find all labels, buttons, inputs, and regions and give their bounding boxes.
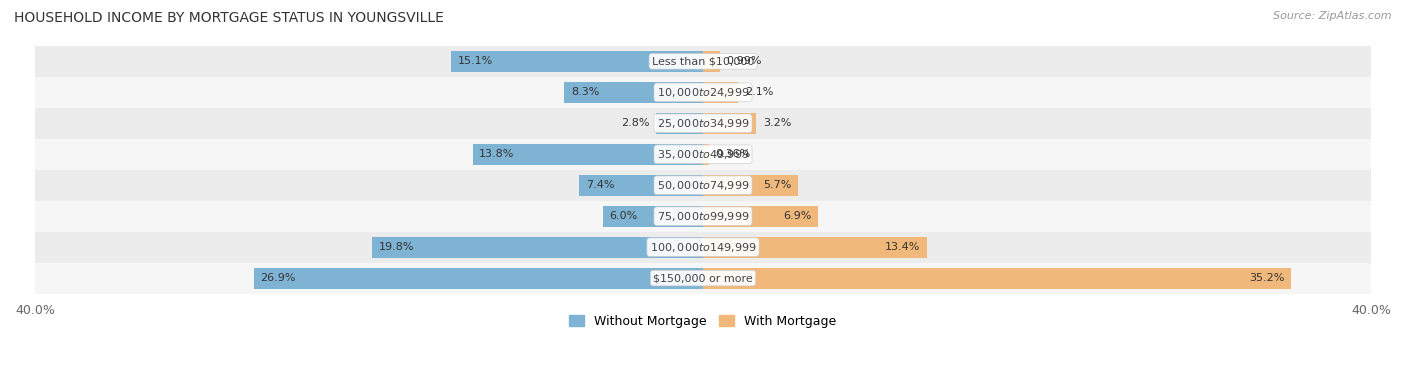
Bar	[579, 175, 703, 196]
Bar	[451, 51, 703, 72]
Bar	[703, 82, 738, 103]
Text: 19.8%: 19.8%	[380, 242, 415, 252]
Text: $100,000 to $149,999: $100,000 to $149,999	[650, 241, 756, 254]
Text: 13.4%: 13.4%	[884, 242, 920, 252]
Text: 0.99%: 0.99%	[727, 56, 762, 67]
Text: $35,000 to $49,999: $35,000 to $49,999	[657, 148, 749, 161]
Text: Source: ZipAtlas.com: Source: ZipAtlas.com	[1274, 11, 1392, 21]
Text: 6.0%: 6.0%	[609, 211, 638, 221]
Text: 13.8%: 13.8%	[479, 149, 515, 159]
Bar	[35, 263, 1371, 294]
Text: 26.9%: 26.9%	[260, 273, 295, 283]
Bar	[703, 268, 1291, 289]
Text: 5.7%: 5.7%	[763, 180, 792, 190]
Text: $50,000 to $74,999: $50,000 to $74,999	[657, 179, 749, 192]
Bar	[472, 144, 703, 165]
Text: Less than $10,000: Less than $10,000	[652, 56, 754, 67]
Bar	[564, 82, 703, 103]
Bar	[253, 268, 703, 289]
Text: 7.4%: 7.4%	[586, 180, 614, 190]
Bar	[703, 206, 818, 227]
Text: 3.2%: 3.2%	[763, 118, 792, 128]
Bar	[657, 113, 703, 134]
Text: 8.3%: 8.3%	[571, 87, 599, 97]
Text: $150,000 or more: $150,000 or more	[654, 273, 752, 283]
Text: 2.8%: 2.8%	[621, 118, 650, 128]
Bar	[703, 113, 756, 134]
Bar	[703, 51, 720, 72]
Bar	[35, 170, 1371, 201]
Legend: Without Mortgage, With Mortgage: Without Mortgage, With Mortgage	[564, 310, 842, 333]
Text: 0.36%: 0.36%	[716, 149, 751, 159]
Bar	[703, 144, 709, 165]
Text: 6.9%: 6.9%	[783, 211, 811, 221]
Bar	[703, 175, 799, 196]
Text: 35.2%: 35.2%	[1249, 273, 1284, 283]
Bar	[35, 77, 1371, 108]
Bar	[35, 201, 1371, 232]
Bar	[373, 237, 703, 258]
Text: $75,000 to $99,999: $75,000 to $99,999	[657, 210, 749, 223]
Text: 2.1%: 2.1%	[745, 87, 773, 97]
Bar	[35, 139, 1371, 170]
Bar	[703, 237, 927, 258]
Text: $25,000 to $34,999: $25,000 to $34,999	[657, 117, 749, 130]
Bar	[35, 46, 1371, 77]
Text: $10,000 to $24,999: $10,000 to $24,999	[657, 86, 749, 99]
Bar	[35, 108, 1371, 139]
Bar	[603, 206, 703, 227]
Text: HOUSEHOLD INCOME BY MORTGAGE STATUS IN YOUNGSVILLE: HOUSEHOLD INCOME BY MORTGAGE STATUS IN Y…	[14, 11, 444, 25]
Bar	[35, 232, 1371, 263]
Text: 15.1%: 15.1%	[457, 56, 492, 67]
